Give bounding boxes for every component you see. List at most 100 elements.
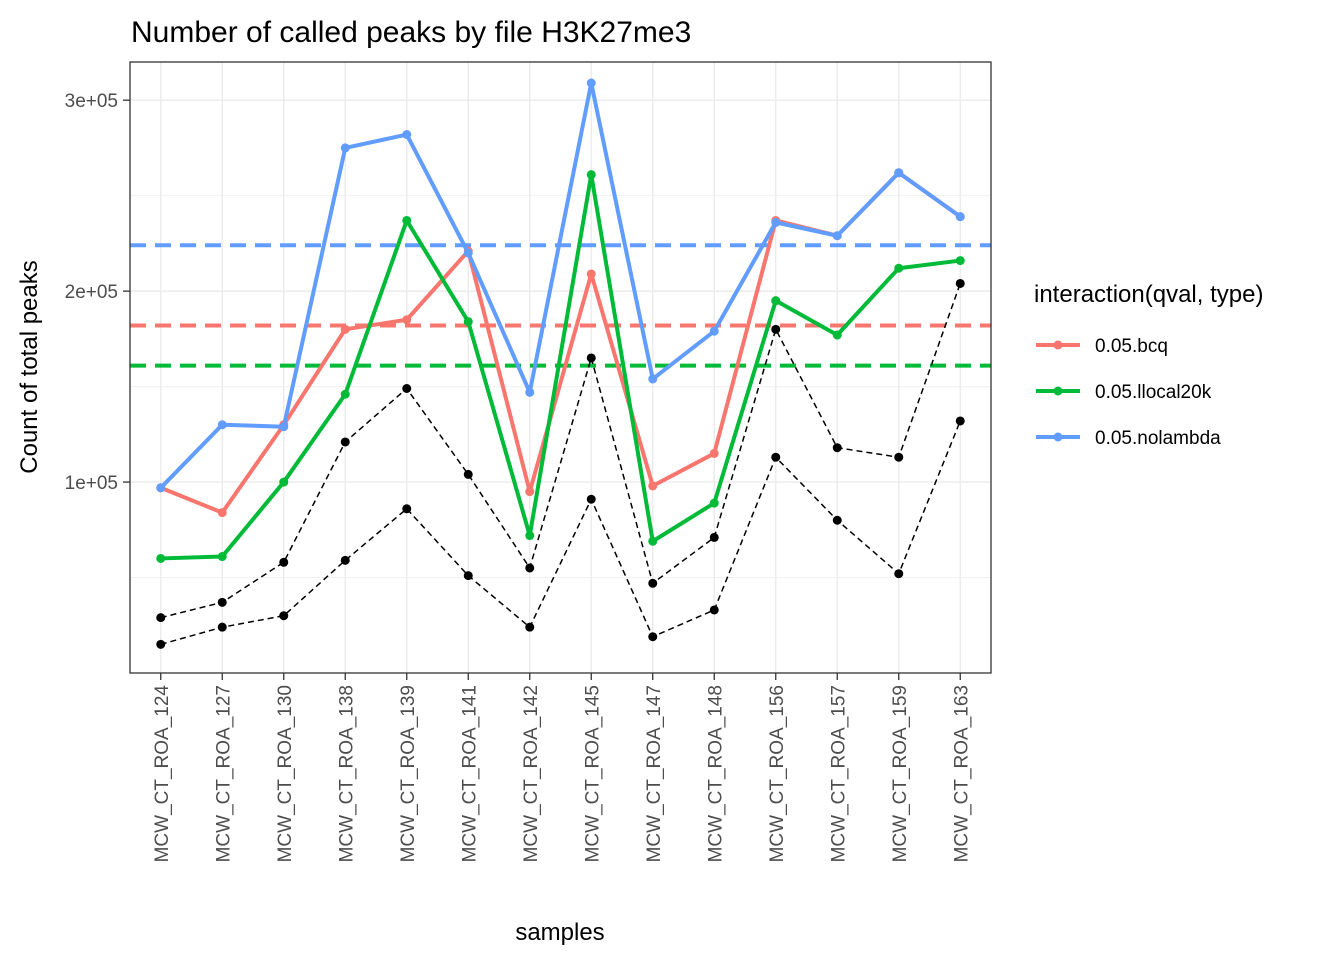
chart-title: Number of called peaks by file H3K27me3 <box>131 16 691 49</box>
reference-point <box>402 384 412 394</box>
x-axis-title: samples <box>515 919 604 946</box>
series-point <box>402 130 412 140</box>
reference-point <box>586 494 596 504</box>
x-tick-label: MCW_CT_ROA_130 <box>275 685 296 862</box>
legend-items: 0.05.bcq 0.05.llocal20k 0.05.nolambda <box>1036 336 1221 449</box>
series-point <box>156 553 166 563</box>
series-point <box>832 231 842 241</box>
series-point <box>955 256 965 266</box>
series-point <box>648 374 658 384</box>
series-point <box>340 389 350 399</box>
reference-lines <box>156 278 965 649</box>
legend-key-point <box>1053 432 1063 442</box>
x-tick-label: MCW_CT_ROA_163 <box>951 685 972 862</box>
reference-point <box>709 605 719 615</box>
series-point <box>402 315 412 325</box>
reference-point <box>217 597 227 607</box>
reference-point <box>217 622 227 632</box>
y-axis: 1e+05 2e+05 3e+05 <box>65 91 130 494</box>
y-tick-label: 1e+05 <box>65 473 118 494</box>
legend-title: interaction(qval, type) <box>1034 281 1263 308</box>
series-point <box>955 212 965 222</box>
reference-point <box>955 278 965 288</box>
series-point <box>402 215 412 225</box>
plot-area <box>129 61 992 674</box>
series-point <box>709 326 719 336</box>
series-line <box>159 81 962 490</box>
series-point <box>340 324 350 334</box>
x-tick-label: MCW_CT_ROA_138 <box>336 685 357 862</box>
legend-label: 0.05.bcq <box>1095 336 1168 357</box>
series-point <box>279 422 289 432</box>
panel-border <box>129 61 992 674</box>
series-point <box>648 536 658 546</box>
reference-point <box>709 532 719 542</box>
reference-point <box>894 569 904 579</box>
series-lines <box>156 78 965 563</box>
series-point <box>156 483 166 493</box>
series-point <box>586 170 596 180</box>
series-line <box>160 172 961 561</box>
legend-label: 0.05.llocal20k <box>1095 382 1212 403</box>
reference-point <box>340 555 350 565</box>
series-point <box>525 387 535 397</box>
x-tick-label: MCW_CT_ROA_139 <box>398 685 419 862</box>
reference-point <box>771 452 781 462</box>
series-point <box>771 296 781 306</box>
x-tick-label: MCW_CT_ROA_148 <box>705 685 726 862</box>
series-point <box>525 487 535 497</box>
x-tick-label: MCW_CT_ROA_156 <box>767 685 788 862</box>
reference-line <box>160 420 961 646</box>
x-tick-label: MCW_CT_ROA_142 <box>521 685 542 862</box>
reference-point <box>279 611 289 621</box>
reference-point <box>340 437 350 447</box>
series-point <box>709 448 719 458</box>
reference-point <box>832 515 842 525</box>
series-point <box>709 498 719 508</box>
x-tick-label: MCW_CT_ROA_124 <box>152 685 173 863</box>
series-point <box>832 330 842 340</box>
reference-point <box>648 632 658 642</box>
reference-line <box>160 283 961 619</box>
series-point <box>525 531 535 541</box>
reference-point <box>525 622 535 632</box>
series-point <box>463 317 473 327</box>
x-tick-label: MCW_CT_ROA_159 <box>890 685 911 862</box>
reference-point <box>279 557 289 567</box>
series-point <box>217 420 227 430</box>
reference-point <box>771 324 781 334</box>
reference-point <box>402 504 412 514</box>
y-tick-label: 3e+05 <box>65 91 118 112</box>
reference-point <box>525 563 535 573</box>
legend-label: 0.05.nolambda <box>1095 428 1221 449</box>
series-point <box>894 168 904 178</box>
x-tick-label: MCW_CT_ROA_127 <box>213 685 234 862</box>
reference-point <box>894 452 904 462</box>
reference-point <box>586 353 596 363</box>
legend-key-point <box>1053 340 1063 350</box>
series-point <box>463 248 473 258</box>
reference-point <box>463 571 473 581</box>
reference-point <box>463 469 473 479</box>
legend: interaction(qval, type) 0.05.bcq 0.05.llo… <box>1034 281 1263 449</box>
reference-point <box>156 639 166 649</box>
x-tick-label: MCW_CT_ROA_145 <box>582 685 603 862</box>
reference-point <box>156 613 166 623</box>
x-tick-label: MCW_CT_ROA_141 <box>459 685 480 862</box>
legend-key-point <box>1053 386 1063 396</box>
x-tick-label: MCW_CT_ROA_147 <box>644 685 665 862</box>
reference-point <box>648 578 658 588</box>
series-point <box>217 508 227 518</box>
series-point <box>217 552 227 562</box>
series-point <box>340 143 350 153</box>
reference-point <box>955 416 965 426</box>
series-point <box>586 269 596 279</box>
series-point <box>894 263 904 273</box>
series-point <box>648 481 658 491</box>
series-point <box>279 477 289 487</box>
series-point <box>586 78 596 88</box>
series-point <box>771 217 781 227</box>
y-axis-title: Count of total peaks <box>16 260 43 473</box>
x-tick-label: MCW_CT_ROA_157 <box>828 685 849 862</box>
